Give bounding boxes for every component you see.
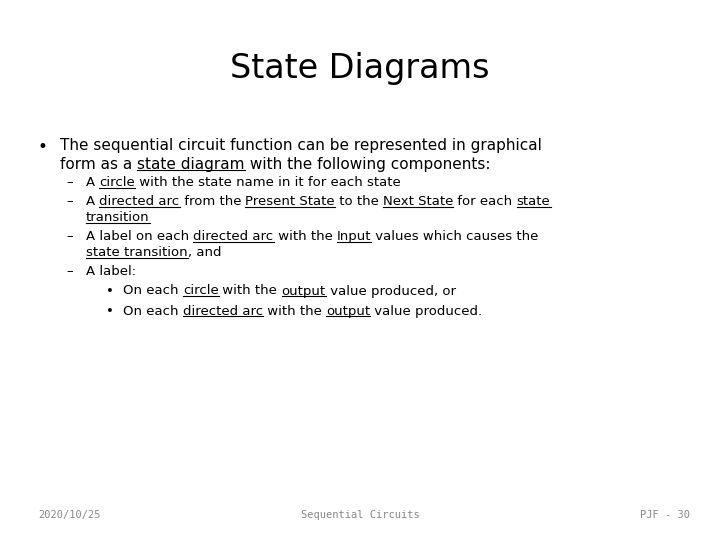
Text: state: state xyxy=(517,195,551,208)
Text: values which causes the: values which causes the xyxy=(371,230,539,243)
Text: Next State: Next State xyxy=(383,195,454,208)
Text: form as a: form as a xyxy=(60,157,137,172)
Text: with the following components:: with the following components: xyxy=(245,157,490,172)
Text: circle: circle xyxy=(183,285,218,298)
Text: directed arc: directed arc xyxy=(183,305,263,318)
Text: value produced, or: value produced, or xyxy=(325,285,456,298)
Text: , and: , and xyxy=(188,246,221,259)
Text: with the state name in it for each state: with the state name in it for each state xyxy=(135,177,401,190)
Text: The sequential circuit function can be represented in graphical: The sequential circuit function can be r… xyxy=(60,138,542,153)
Text: •: • xyxy=(106,285,114,298)
Text: to the: to the xyxy=(335,195,383,208)
Text: –: – xyxy=(66,195,73,208)
Text: output: output xyxy=(282,285,325,298)
Text: –: – xyxy=(66,265,73,278)
Text: –: – xyxy=(66,230,73,243)
Text: circle: circle xyxy=(99,177,135,190)
Text: 2020/10/25: 2020/10/25 xyxy=(38,510,101,520)
Text: state diagram: state diagram xyxy=(137,157,245,172)
Text: with the: with the xyxy=(274,230,337,243)
Text: A label on each: A label on each xyxy=(86,230,194,243)
Text: with the: with the xyxy=(218,285,282,298)
Text: A label:: A label: xyxy=(86,265,136,278)
Text: Sequential Circuits: Sequential Circuits xyxy=(301,510,419,520)
Text: Input: Input xyxy=(337,230,371,243)
Text: On each: On each xyxy=(123,305,183,318)
Text: State Diagrams: State Diagrams xyxy=(230,52,490,85)
Text: On each: On each xyxy=(123,285,183,298)
Text: •: • xyxy=(38,138,48,156)
Text: A: A xyxy=(86,195,99,208)
Text: A: A xyxy=(86,177,99,190)
Text: state transition: state transition xyxy=(86,246,188,259)
Text: PJF - 30: PJF - 30 xyxy=(640,510,690,520)
Text: from the: from the xyxy=(179,195,246,208)
Text: transition: transition xyxy=(86,211,150,225)
Text: Present State: Present State xyxy=(246,195,335,208)
Text: directed arc: directed arc xyxy=(99,195,179,208)
Text: for each: for each xyxy=(454,195,517,208)
Text: –: – xyxy=(66,177,73,190)
Text: •: • xyxy=(106,305,114,318)
Text: directed arc: directed arc xyxy=(194,230,274,243)
Text: with the: with the xyxy=(263,305,326,318)
Text: output: output xyxy=(326,305,370,318)
Text: value produced.: value produced. xyxy=(370,305,482,318)
